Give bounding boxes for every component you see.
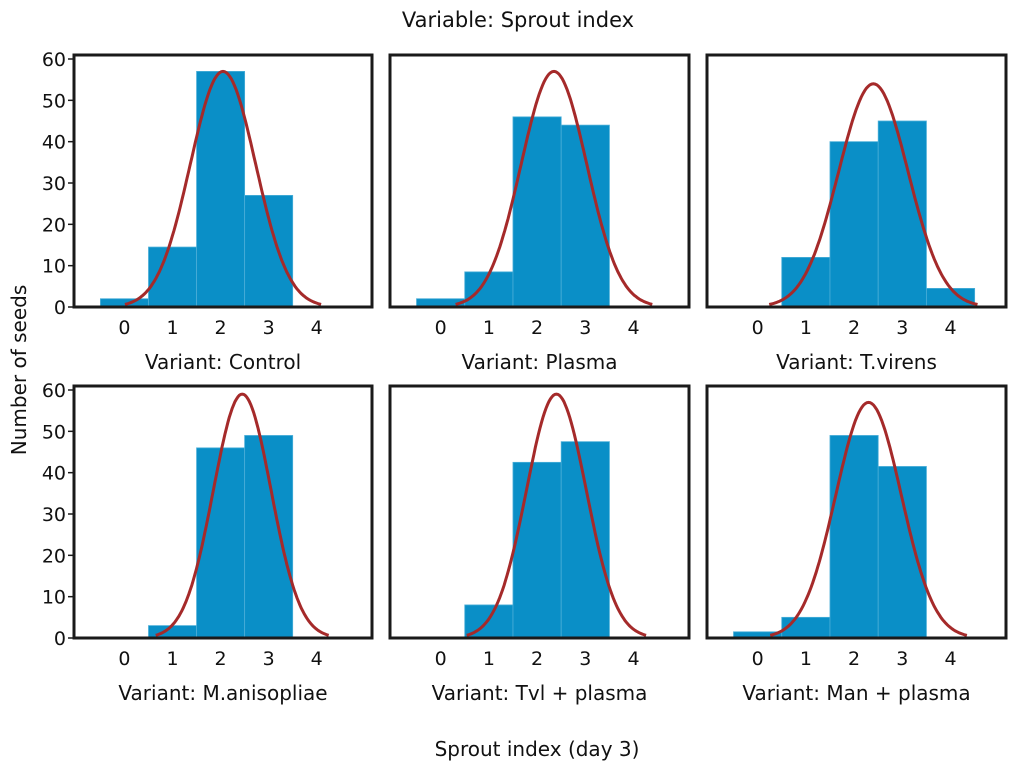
- y-tick-label: 40: [42, 132, 66, 154]
- y-tick-label: 60: [42, 49, 66, 71]
- x-tick-label: 1: [483, 317, 495, 339]
- y-tick-label: 30: [42, 504, 66, 526]
- x-tick-label: 2: [531, 648, 543, 670]
- panel-caption: Variant: T.virens: [776, 350, 937, 374]
- x-tick-label: 2: [531, 317, 543, 339]
- bar-2: [512, 461, 562, 639]
- x-tick-label: 0: [435, 648, 447, 670]
- normal-curve: [768, 82, 978, 306]
- bar-2: [512, 116, 562, 308]
- y-tick-label: 30: [42, 173, 66, 195]
- x-axis-label: Sprout index (day 3): [435, 737, 640, 761]
- normal-curve: [155, 392, 330, 637]
- bar-3: [244, 435, 294, 639]
- bar-1: [148, 625, 197, 639]
- y-tick-label: 10: [42, 256, 66, 278]
- figure-title: Variable: Sprout index: [402, 8, 634, 32]
- panel-frame: [388, 384, 691, 640]
- bar-1: [781, 256, 831, 308]
- panel-frame: [705, 53, 1008, 309]
- x-tick-label: 1: [166, 648, 178, 670]
- x-tick-label: 3: [579, 317, 591, 339]
- x-tick-label: 2: [215, 648, 227, 670]
- x-tick-label: 4: [311, 317, 323, 339]
- x-tick-label: 1: [166, 317, 178, 339]
- x-tick-label: 4: [944, 648, 956, 670]
- y-axis-label: Number of seeds: [7, 285, 31, 455]
- panel-4: 0 1 2 3 4 Variant: M.anisopliae 0 10 20 30 40 50 60: [42, 380, 374, 705]
- panel-1: 0 1 2 3 4 Variant: Control 0 10 20 30 40 50 60: [42, 49, 374, 374]
- x-tick-label: 3: [579, 648, 591, 670]
- y-tick-label: 60: [42, 380, 66, 402]
- y-tick-label: 50: [42, 421, 66, 443]
- panel-6: 0 1 2 3 4 Variant: Man + plasma: [705, 384, 1008, 705]
- panel-caption: Variant: Plasma: [461, 350, 617, 374]
- bar-4: [926, 287, 976, 308]
- x-tick-label: 0: [118, 317, 130, 339]
- y-tick-label: 40: [42, 463, 66, 485]
- x-tick-label: 1: [800, 317, 812, 339]
- x-tick-label: 3: [896, 648, 908, 670]
- bar-3: [560, 441, 610, 639]
- bar-3: [244, 194, 294, 308]
- x-tick-label: 2: [848, 648, 860, 670]
- y-tick-label: 10: [42, 587, 66, 609]
- panel-frame: [72, 53, 374, 309]
- normal-curve: [455, 69, 653, 306]
- bar-3: [877, 466, 927, 639]
- y-tick-label: 20: [42, 214, 66, 236]
- panel-caption: Variant: M.anisopliae: [118, 681, 327, 705]
- bar-2: [829, 435, 879, 639]
- normal-curve: [124, 69, 322, 306]
- x-tick-label: 3: [263, 317, 275, 339]
- x-tick-label: 4: [311, 648, 323, 670]
- panel-2: 0 1 2 3 4 Variant: Plasma: [388, 53, 691, 374]
- bar-1: [781, 616, 831, 639]
- x-tick-label: 4: [627, 317, 639, 339]
- panel-caption: Variant: Control: [145, 350, 301, 374]
- x-tick-label: 2: [848, 317, 860, 339]
- y-tick-label: 0: [54, 297, 66, 319]
- normal-curve: [769, 400, 968, 637]
- x-tick-label: 4: [627, 648, 639, 670]
- panel-caption: Variant: Tvl + plasma: [432, 681, 648, 705]
- bar-2: [196, 447, 246, 639]
- x-tick-label: 2: [215, 317, 227, 339]
- panel-caption: Variant: Man + plasma: [742, 681, 970, 705]
- panel-frame: [388, 53, 691, 309]
- x-tick-label: 3: [263, 648, 275, 670]
- x-tick-label: 1: [800, 648, 812, 670]
- y-tick-label: 0: [54, 628, 66, 650]
- panel-5: 0 1 2 3 4 Variant: Tvl + plasma: [388, 384, 691, 705]
- panel-3: 0 1 2 3 4 Variant: T.virens: [705, 53, 1008, 374]
- x-tick-label: 1: [483, 648, 495, 670]
- panel-frame: [705, 384, 1008, 640]
- y-tick-label: 50: [42, 90, 66, 112]
- x-tick-label: 0: [752, 317, 764, 339]
- x-tick-label: 4: [944, 317, 956, 339]
- x-tick-label: 0: [118, 648, 130, 670]
- normal-curve: [466, 392, 647, 637]
- x-tick-label: 0: [435, 317, 447, 339]
- panel-frame: [72, 384, 374, 640]
- y-tick-label: 20: [42, 545, 66, 567]
- x-tick-label: 3: [896, 317, 908, 339]
- x-tick-label: 0: [752, 648, 764, 670]
- bar-2: [829, 141, 879, 308]
